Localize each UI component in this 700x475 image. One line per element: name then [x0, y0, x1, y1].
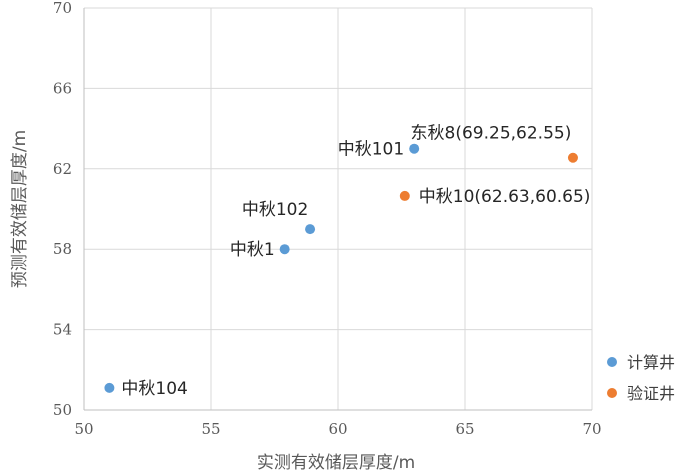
data-point	[399, 190, 410, 201]
y-axis-title: 预测有效储层厚度/m	[10, 130, 30, 288]
legend-label: 计算井	[627, 353, 675, 372]
y-tick-label: 62	[53, 160, 72, 178]
point-labels: 中秋104 中秋1 中秋102 中秋101 中秋10(62.63,60.65) 东秋8(6…	[121, 124, 590, 399]
data-point	[567, 152, 578, 163]
tick-labels: 50 54 58 62 66 70 50 55 60 65 70	[53, 0, 602, 438]
x-tick-label: 70	[582, 420, 601, 438]
legend-label: 验证井	[627, 384, 675, 403]
data-point	[279, 244, 290, 255]
point-label: 中秋101	[338, 140, 404, 160]
data-points	[104, 143, 578, 393]
point-label: 中秋104	[121, 379, 187, 399]
data-point	[409, 143, 420, 154]
x-tick-label: 60	[328, 420, 347, 438]
point-label: 中秋10(62.63,60.65)	[419, 187, 591, 207]
x-tick-label: 65	[455, 420, 474, 438]
y-tick-label: 58	[53, 240, 72, 258]
y-tick-label: 54	[53, 321, 72, 339]
x-tick-label: 50	[74, 420, 93, 438]
y-tick-label: 66	[53, 79, 72, 97]
x-tick-label: 55	[201, 420, 220, 438]
axis-layer	[83, 8, 592, 411]
point-label: 中秋1	[230, 240, 275, 260]
y-tick-label: 50	[53, 401, 72, 419]
point-label: 东秋8(69.25,62.55)	[411, 124, 572, 144]
legend-marker	[607, 388, 617, 398]
point-label: 中秋102	[242, 200, 308, 220]
y-tick-label: 70	[53, 0, 72, 17]
data-point	[305, 224, 316, 235]
data-point	[104, 382, 115, 393]
grid-layer	[83, 7, 593, 411]
x-axis-title: 实测有效储层厚度/m	[257, 453, 415, 473]
legend-marker	[607, 357, 617, 367]
